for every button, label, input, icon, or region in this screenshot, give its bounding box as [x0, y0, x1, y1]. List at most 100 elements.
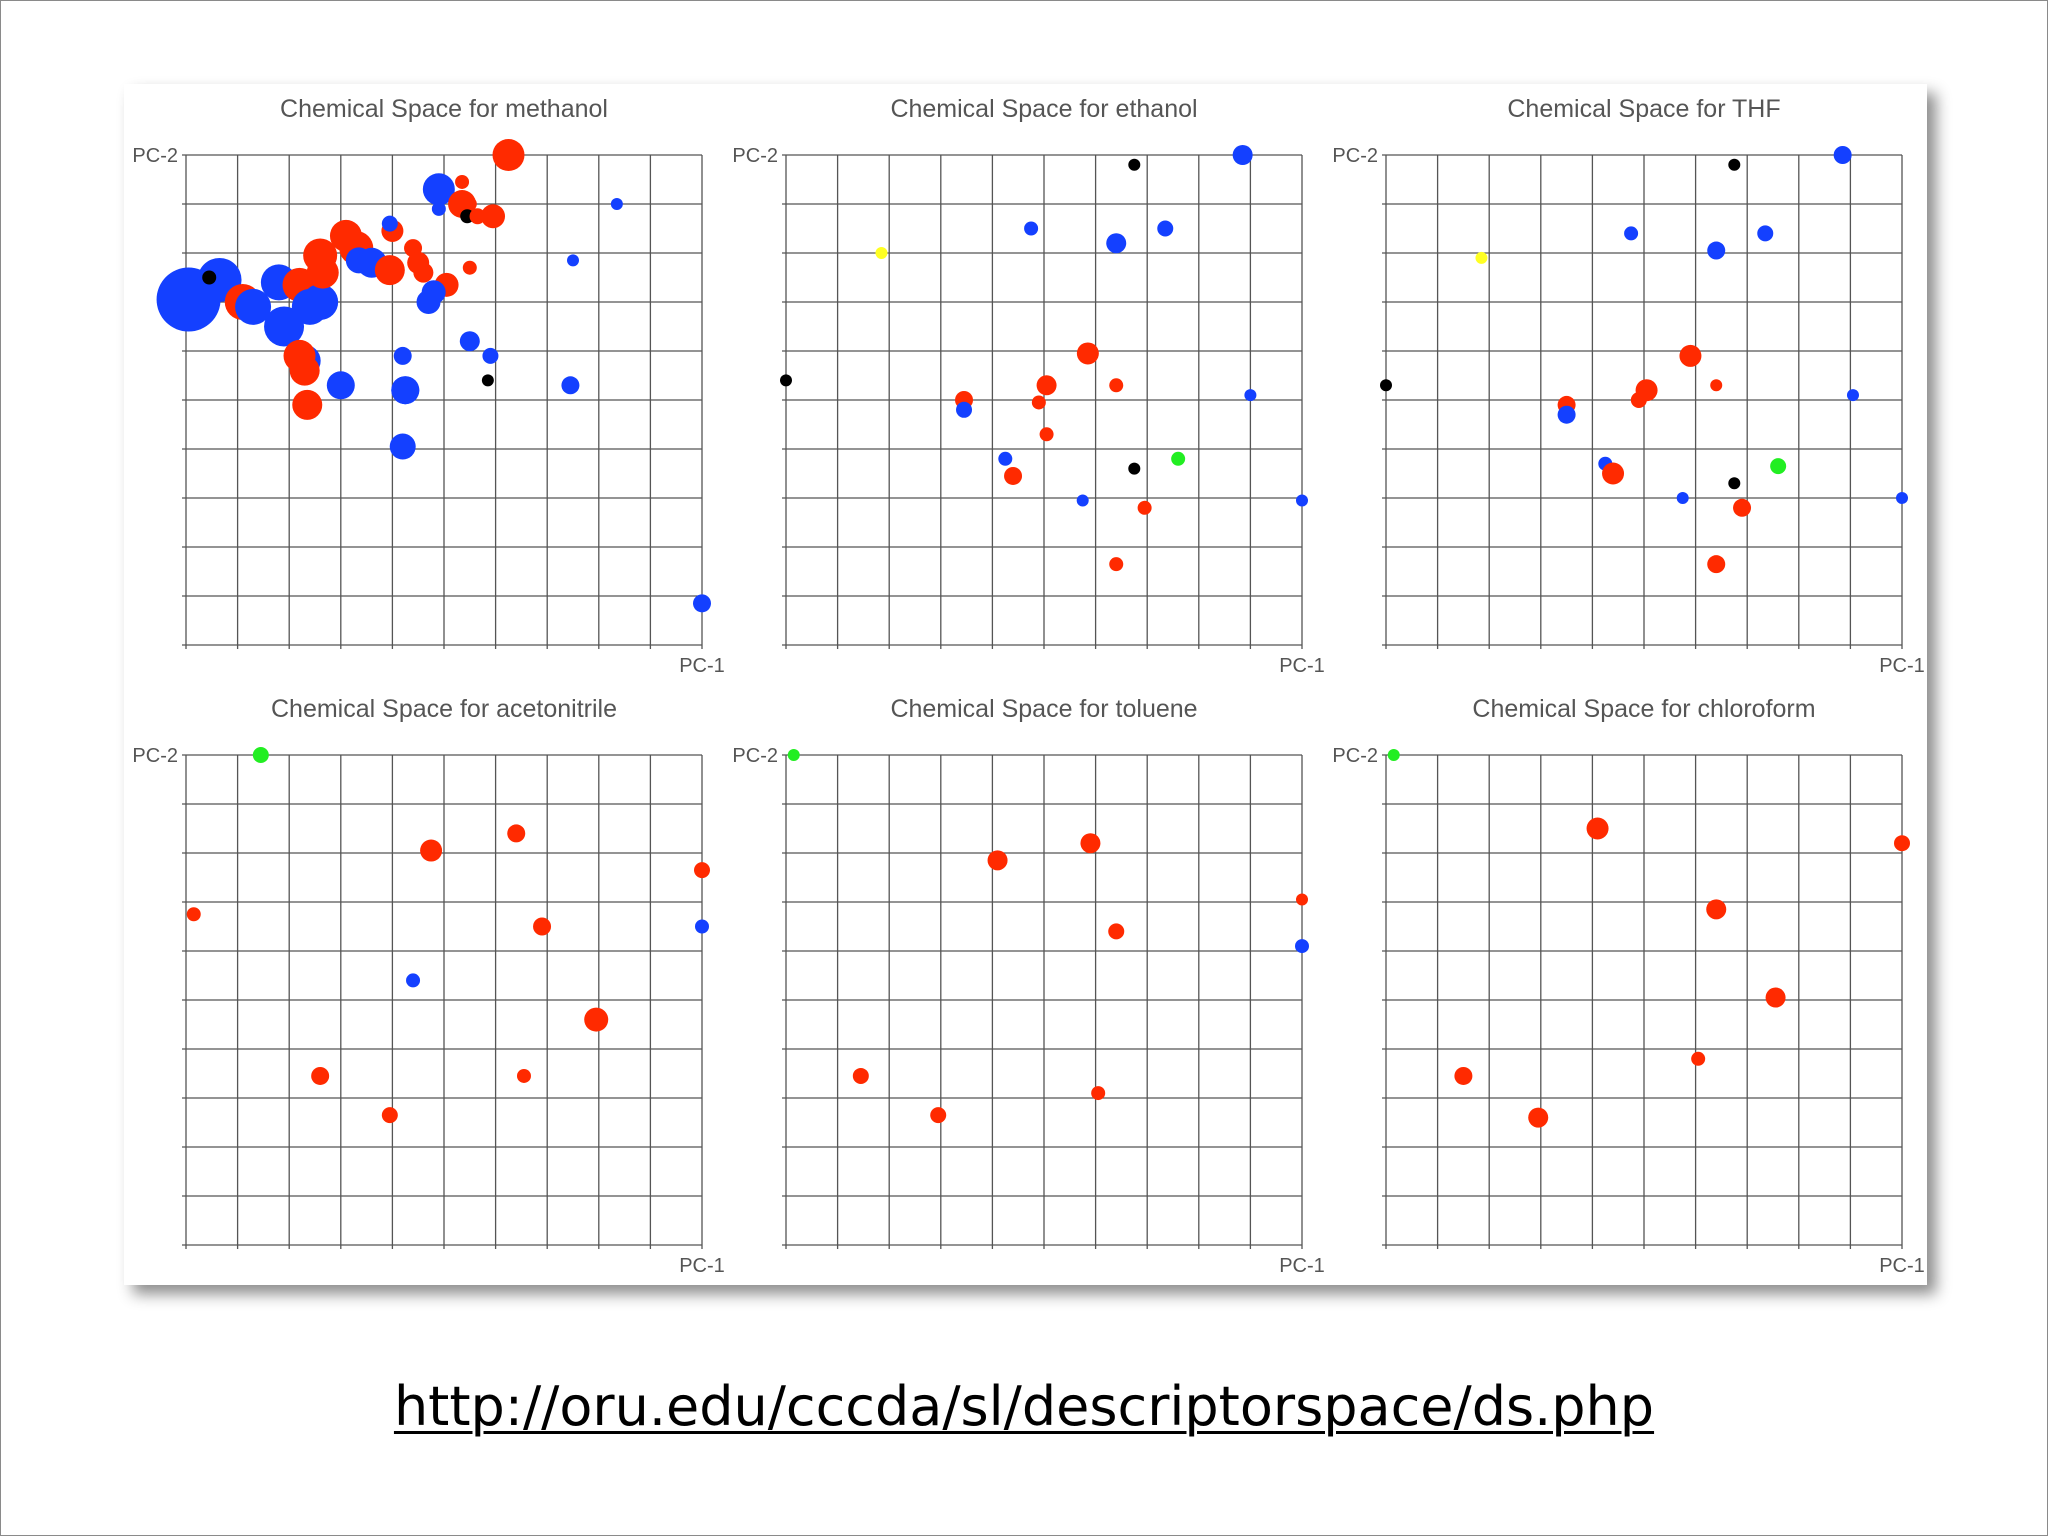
- data-point: [1676, 492, 1689, 504]
- data-point: [326, 371, 355, 400]
- y-axis-label: PC-2: [732, 145, 778, 167]
- data-point: [1137, 500, 1152, 515]
- data-point: [469, 208, 486, 225]
- data-point: [852, 1067, 869, 1084]
- data-point: [693, 594, 711, 613]
- data-point: [567, 254, 579, 267]
- data-point: [406, 973, 421, 988]
- data-point: [875, 247, 888, 259]
- data-point: [391, 376, 420, 405]
- y-axis-label: PC-2: [132, 145, 178, 167]
- chart-grid: [1382, 754, 1903, 1249]
- data-point: [1380, 379, 1392, 392]
- data-point: [1528, 1107, 1549, 1128]
- data-point: [956, 401, 973, 418]
- y-axis-label: PC-2: [1332, 745, 1378, 767]
- data-point: [1586, 817, 1609, 840]
- chart-4: Chemical Space for acetonitrile PC-2 PC-1: [132, 695, 724, 1277]
- data-point: [393, 346, 412, 365]
- data-points: [1380, 146, 1908, 574]
- data-point: [1128, 158, 1141, 171]
- data-point: [420, 839, 443, 862]
- data-point: [787, 749, 800, 761]
- data-point: [374, 255, 405, 286]
- data-point: [492, 139, 525, 171]
- chart-6: Chemical Space for chloroform PC-2 PC-1: [1332, 695, 1924, 1277]
- data-point: [416, 290, 441, 314]
- data-point: [1624, 226, 1639, 241]
- data-point: [311, 1066, 330, 1085]
- data-point: [1036, 375, 1057, 396]
- data-point: [1707, 241, 1726, 260]
- chart-1: Chemical Space for methanol PC-2 PC-1: [132, 95, 724, 677]
- data-points: [1387, 749, 1910, 1128]
- chart-title: Chemical Space for ethanol: [890, 95, 1197, 123]
- data-points: [156, 139, 711, 613]
- data-point: [1846, 389, 1859, 402]
- data-point: [481, 374, 494, 387]
- data-point: [381, 215, 398, 232]
- source-url-link[interactable]: http://oru.edu/cccda/sl/descriptorspace/…: [393, 1375, 1655, 1438]
- data-point: [1833, 146, 1852, 164]
- data-point: [1896, 492, 1908, 504]
- chart-title: Chemical Space for acetonitrile: [271, 695, 617, 723]
- data-point: [1706, 899, 1727, 920]
- data-point: [1707, 555, 1726, 574]
- data-point: [561, 376, 580, 395]
- data-point: [1602, 462, 1625, 485]
- x-axis-label: PC-1: [679, 1255, 725, 1277]
- chart-title: Chemical Space for toluene: [890, 695, 1197, 723]
- chart-grid: [782, 154, 1303, 649]
- x-axis-label: PC-1: [1879, 655, 1925, 677]
- charts-svg: Chemical Space for methanolPC-2PC-1Chemi…: [132, 95, 1924, 1277]
- x-axis-label: PC-1: [1279, 1255, 1325, 1277]
- data-point: [186, 907, 201, 922]
- data-point: [1157, 220, 1174, 237]
- data-point: [1679, 344, 1702, 367]
- data-point: [780, 374, 792, 387]
- chart-grid: [182, 754, 703, 1249]
- data-point: [1296, 494, 1308, 507]
- data-point: [1076, 342, 1099, 365]
- chart-3: Chemical Space for THF PC-2 PC-1: [1332, 95, 1924, 677]
- data-point: [303, 238, 338, 273]
- chart-5: Chemical Space for toluene PC-2 PC-1: [732, 695, 1324, 1277]
- data-point: [533, 917, 552, 936]
- data-point: [292, 389, 323, 420]
- data-point: [422, 173, 455, 206]
- data-points: [787, 749, 1309, 1124]
- data-point: [1475, 251, 1488, 264]
- data-point: [413, 262, 434, 283]
- data-point: [694, 862, 710, 879]
- data-point: [998, 451, 1013, 466]
- data-point: [584, 1007, 609, 1032]
- data-point: [289, 355, 320, 386]
- data-point: [1757, 225, 1774, 242]
- data-point: [1557, 405, 1576, 424]
- data-point: [1080, 833, 1101, 854]
- data-point: [302, 284, 339, 320]
- data-point: [235, 288, 272, 325]
- data-point: [481, 204, 506, 229]
- data-point: [1770, 458, 1787, 475]
- data-point: [482, 347, 499, 364]
- data-point: [610, 198, 623, 210]
- data-point: [389, 433, 416, 460]
- data-point: [1691, 1051, 1706, 1066]
- chart-grid: [182, 154, 703, 649]
- chart-grid: [1382, 154, 1903, 649]
- data-point: [1004, 466, 1023, 485]
- data-point: [1765, 987, 1786, 1008]
- data-point: [252, 747, 269, 763]
- data-point: [1039, 427, 1054, 442]
- data-point: [1031, 395, 1046, 410]
- data-point: [987, 850, 1008, 871]
- data-point: [455, 174, 470, 189]
- data-point: [1728, 477, 1741, 490]
- data-point: [1296, 893, 1308, 906]
- data-point: [264, 306, 305, 347]
- data-point: [1232, 145, 1253, 165]
- chart-grid: [782, 754, 1303, 1249]
- data-point: [1728, 158, 1741, 171]
- data-point: [459, 331, 480, 352]
